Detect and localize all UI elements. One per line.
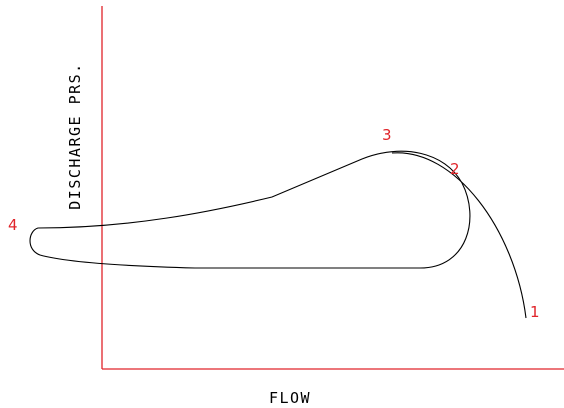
point-label-2: 2 xyxy=(450,160,460,178)
compressor-characteristic-curve xyxy=(391,152,527,319)
point-label-4: 4 xyxy=(8,216,18,234)
x-axis-title: FLOW xyxy=(269,389,311,407)
y-axis-title: DISCHARGE PRS. xyxy=(66,62,84,209)
point-label-3: 3 xyxy=(382,126,392,144)
surge-loop-curve xyxy=(29,150,471,269)
point-label-1: 1 xyxy=(530,303,540,321)
